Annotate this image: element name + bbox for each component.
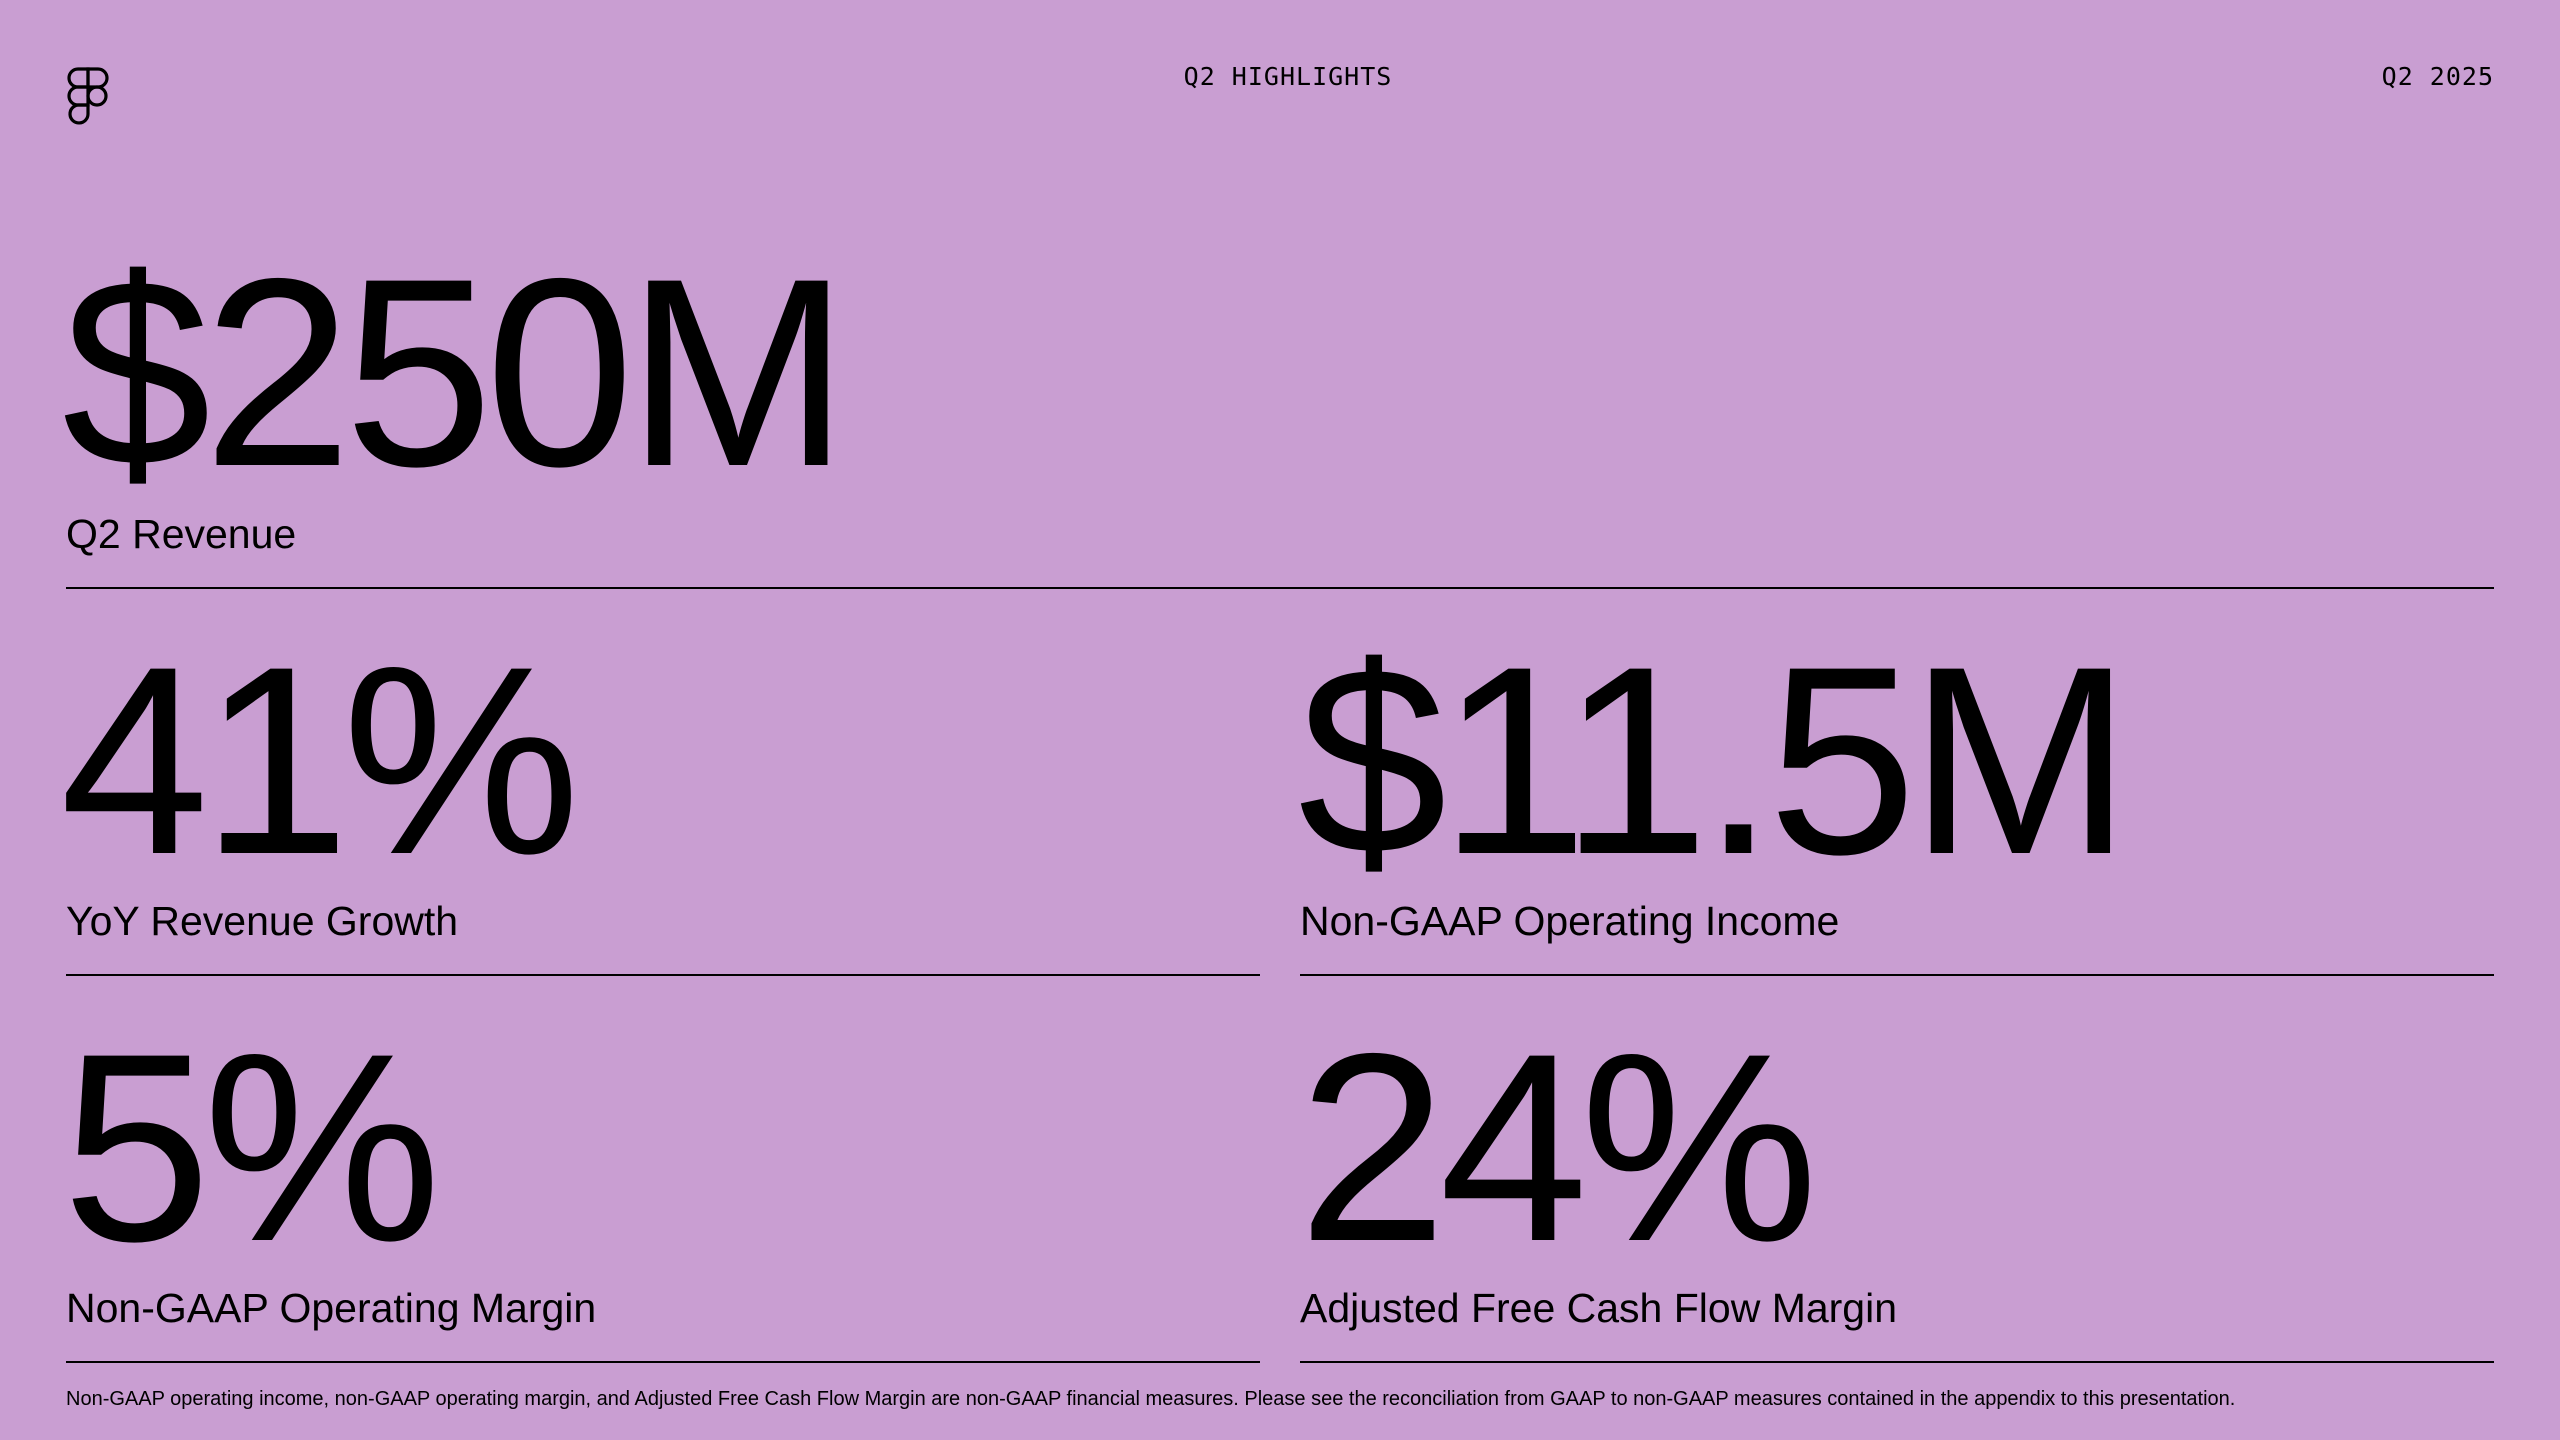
slide-title: Q2 HIGHLIGHTS <box>1183 62 1393 91</box>
revenue-value: $250M <box>62 222 849 522</box>
operating-income-value: $11.5M <box>1298 610 2132 910</box>
growth-value: 41% <box>60 610 580 910</box>
fcf-margin-value: 24% <box>1298 997 1818 1297</box>
divider-fcf-margin <box>1300 1361 2494 1363</box>
figma-logo-icon <box>67 67 109 125</box>
growth-label: YoY Revenue Growth <box>66 898 459 944</box>
revenue-label: Q2 Revenue <box>66 511 297 557</box>
operating-income-label: Non-GAAP Operating Income <box>1300 898 1840 944</box>
footnote: Non-GAAP operating income, non-GAAP oper… <box>66 1388 2236 1410</box>
operating-margin-label: Non-GAAP Operating Margin <box>66 1285 597 1331</box>
period-label: Q2 2025 <box>2381 62 2494 91</box>
divider-growth <box>66 974 1260 976</box>
operating-margin-value: 5% <box>62 997 441 1297</box>
fcf-margin-label: Adjusted Free Cash Flow Margin <box>1300 1285 1898 1331</box>
divider-operating-income <box>1300 974 2494 976</box>
divider-revenue <box>66 587 2494 589</box>
divider-operating-margin <box>66 1361 1260 1363</box>
